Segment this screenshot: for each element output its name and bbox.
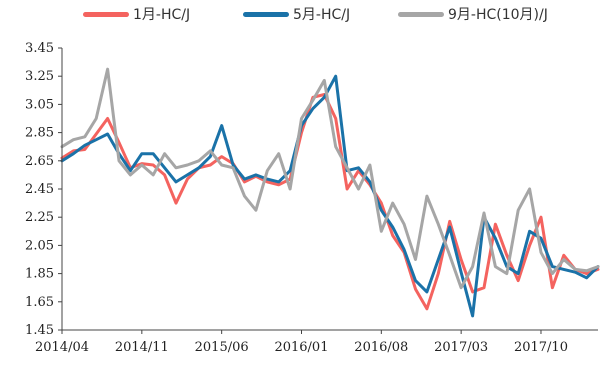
x-tick-label: 2017/03	[434, 340, 488, 355]
y-axis-ticks: 3.45 3.25 3.05 2.85 2.65 2.45 2.25 2.05 1.85 1.65…	[25, 41, 62, 338]
y-tick-label: 3.45	[25, 41, 54, 56]
series-line-1	[60, 93, 600, 311]
x-axis-ticks: 2014/04 2014/11 2015/06 2016/01 2016/08 2017/…	[35, 330, 568, 355]
x-tick-label: 2017/10	[514, 340, 568, 355]
legend-label-series-2: 5月-HC/J	[293, 7, 351, 23]
legend-swatch-series-2	[243, 11, 289, 17]
series-line-3	[60, 67, 600, 290]
y-tick-label: 2.65	[25, 154, 54, 169]
y-tick-label: 2.25	[25, 210, 54, 225]
legend-swatch-series-3	[398, 11, 444, 17]
x-tick-label: 2014/04	[35, 340, 89, 355]
y-tick-label: 1.65	[25, 295, 54, 310]
series-layer	[60, 67, 600, 318]
y-tick-label: 2.85	[25, 126, 54, 141]
legend: 1月-HC/J 5月-HC/J 9月-HC(10月)/J	[0, 4, 602, 24]
legend-item-series-3: 9月-HC(10月)/J	[398, 4, 548, 24]
y-tick-label: 1.45	[25, 323, 54, 338]
legend-swatch-series-1	[83, 11, 129, 17]
x-tick-label: 2016/01	[274, 340, 328, 355]
x-tick-label: 2014/11	[115, 340, 169, 355]
y-tick-label: 3.25	[25, 69, 54, 84]
x-tick-label: 2015/06	[195, 340, 249, 355]
y-tick-label: 3.05	[25, 97, 54, 112]
legend-item-series-2: 5月-HC/J	[243, 4, 350, 24]
y-tick-label: 2.05	[25, 238, 54, 253]
y-tick-label: 2.45	[25, 182, 54, 197]
legend-label-series-3: 9月-HC(10月)/J	[448, 7, 548, 23]
legend-label-series-1: 1月-HC/J	[133, 7, 191, 23]
y-tick-label: 1.85	[25, 267, 54, 282]
legend-item-series-1: 1月-HC/J	[83, 4, 190, 24]
x-tick-label: 2016/08	[354, 340, 408, 355]
